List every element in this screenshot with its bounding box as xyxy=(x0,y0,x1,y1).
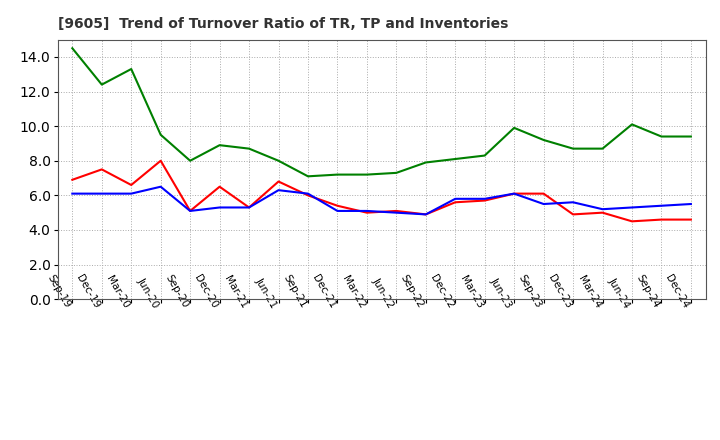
Trade Payables xyxy=(480,196,489,202)
Inventories xyxy=(451,156,459,161)
Trade Payables xyxy=(628,205,636,210)
Trade Payables xyxy=(687,202,696,207)
Inventories xyxy=(510,125,518,131)
Trade Receivables xyxy=(392,208,400,213)
Inventories xyxy=(687,134,696,139)
Inventories xyxy=(333,172,342,177)
Inventories xyxy=(480,153,489,158)
Inventories xyxy=(156,132,165,137)
Trade Payables xyxy=(333,208,342,213)
Inventories xyxy=(97,82,106,87)
Inventories xyxy=(215,143,224,148)
Line: Trade Payables: Trade Payables xyxy=(72,187,691,214)
Trade Payables xyxy=(657,203,666,209)
Inventories xyxy=(363,172,372,177)
Inventories xyxy=(569,146,577,151)
Trade Payables xyxy=(569,200,577,205)
Trade Receivables xyxy=(186,208,194,213)
Trade Receivables xyxy=(539,191,548,196)
Inventories xyxy=(392,170,400,176)
Trade Receivables xyxy=(569,212,577,217)
Trade Receivables xyxy=(628,219,636,224)
Line: Trade Receivables: Trade Receivables xyxy=(72,161,691,221)
Trade Payables xyxy=(156,184,165,189)
Trade Payables xyxy=(97,191,106,196)
Inventories xyxy=(539,137,548,143)
Inventories xyxy=(598,146,607,151)
Inventories xyxy=(274,158,283,163)
Trade Receivables xyxy=(68,177,76,183)
Inventories xyxy=(186,158,194,163)
Trade Payables xyxy=(68,191,76,196)
Inventories xyxy=(657,134,666,139)
Inventories xyxy=(628,122,636,127)
Trade Receivables xyxy=(156,158,165,163)
Trade Payables xyxy=(598,206,607,212)
Inventories xyxy=(304,174,312,179)
Trade Payables xyxy=(451,196,459,202)
Inventories xyxy=(127,66,135,72)
Trade Receivables xyxy=(333,203,342,209)
Trade Payables xyxy=(421,212,430,217)
Trade Payables xyxy=(539,202,548,207)
Trade Payables xyxy=(363,208,372,213)
Trade Payables xyxy=(245,205,253,210)
Trade Receivables xyxy=(510,191,518,196)
Trade Receivables xyxy=(598,210,607,215)
Trade Receivables xyxy=(274,179,283,184)
Trade Receivables xyxy=(421,212,430,217)
Trade Receivables xyxy=(480,198,489,203)
Trade Receivables xyxy=(127,182,135,187)
Line: Inventories: Inventories xyxy=(72,48,691,176)
Trade Receivables xyxy=(215,184,224,189)
Trade Payables xyxy=(510,191,518,196)
Trade Receivables xyxy=(451,200,459,205)
Trade Payables xyxy=(127,191,135,196)
Trade Receivables xyxy=(97,167,106,172)
Trade Payables xyxy=(304,191,312,196)
Trade Receivables xyxy=(687,217,696,222)
Trade Receivables xyxy=(657,217,666,222)
Inventories xyxy=(245,146,253,151)
Trade Payables xyxy=(186,208,194,213)
Trade Payables xyxy=(215,205,224,210)
Trade Receivables xyxy=(304,193,312,198)
Trade Payables xyxy=(392,210,400,215)
Text: [9605]  Trend of Turnover Ratio of TR, TP and Inventories: [9605] Trend of Turnover Ratio of TR, TP… xyxy=(58,18,508,32)
Trade Payables xyxy=(274,187,283,193)
Inventories xyxy=(68,46,76,51)
Inventories xyxy=(421,160,430,165)
Trade Receivables xyxy=(245,205,253,210)
Trade Receivables xyxy=(363,210,372,215)
